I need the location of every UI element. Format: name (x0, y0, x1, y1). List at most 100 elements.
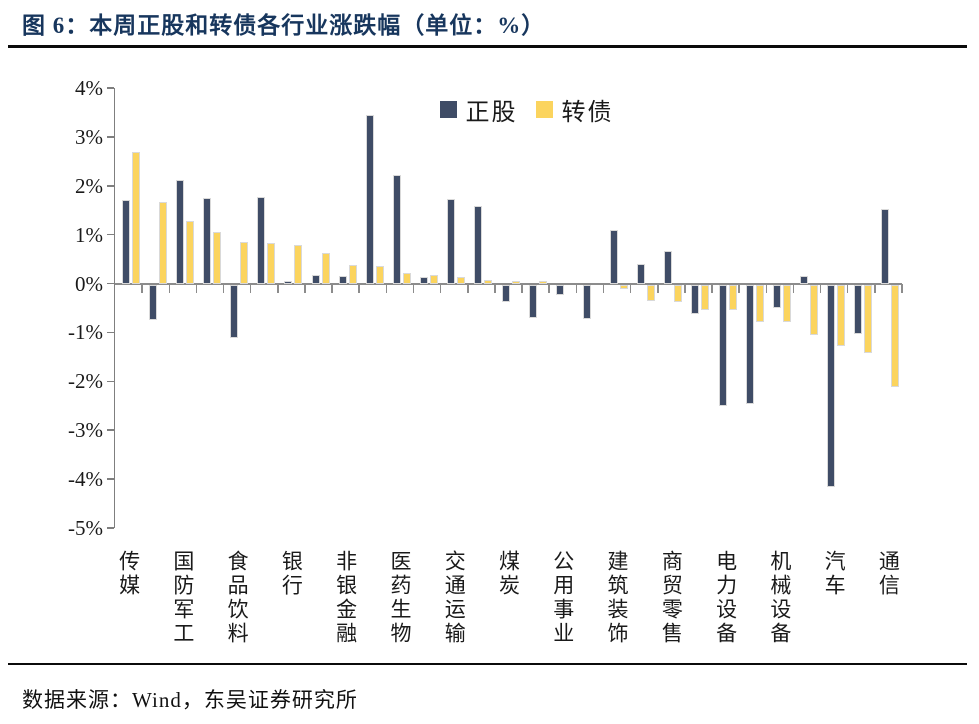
bar-bond-21 (674, 284, 683, 303)
x-axis-tick (195, 283, 198, 293)
x-axis-tick (901, 283, 903, 293)
x-axis-tick (141, 283, 143, 293)
y-axis-tick (107, 429, 114, 431)
y-axis-tick (107, 136, 114, 138)
y-axis-label: -4% (68, 467, 103, 492)
x-axis-label: 医药生物 (387, 550, 412, 646)
bar-stock-13 (447, 198, 456, 284)
x-axis-tick (222, 283, 225, 293)
bar-bond-7 (294, 245, 303, 284)
x-axis-label: 国防军工 (170, 550, 195, 646)
legend-label-stock: 正股 (465, 100, 518, 126)
bar-bond-16 (538, 281, 547, 284)
x-axis-tick (467, 283, 469, 293)
bar-stock-23 (718, 284, 727, 407)
y-axis-tick (107, 233, 114, 236)
y-axis-tick (107, 282, 114, 285)
x-axis-tick (331, 283, 333, 293)
bar-stock-5 (230, 284, 239, 339)
stock-swatch-icon (439, 101, 457, 118)
bar-stock-1 (121, 199, 130, 284)
x-axis-tick (629, 283, 632, 293)
legend-label-bond: 转债 (561, 100, 614, 126)
bar-stock-22 (691, 284, 700, 315)
title-divider (8, 45, 967, 48)
bar-bond-20 (647, 284, 656, 301)
x-axis-tick (684, 283, 686, 293)
bar-stock-9 (338, 276, 347, 284)
bar-stock-14 (474, 206, 483, 284)
bar-stock-10 (365, 114, 374, 284)
bar-bond-2 (158, 202, 167, 284)
x-axis-tick (846, 283, 849, 293)
legend-item-stock: 正股 (439, 92, 518, 127)
x-axis-tick (494, 283, 496, 293)
x-axis-tick (521, 283, 523, 293)
y-axis-tick (107, 380, 114, 383)
x-axis-label: 电力设备 (713, 550, 738, 646)
x-axis-label: 食品饮料 (225, 550, 250, 646)
x-axis-tick (792, 283, 795, 293)
bar-stock-19 (610, 229, 619, 284)
bar-stock-16 (528, 284, 537, 318)
y-axis-tick (107, 331, 114, 334)
bar-stock-21 (664, 251, 673, 284)
bar-bond-1 (131, 152, 140, 284)
bar-stock-2 (148, 284, 157, 321)
bar-bond-22 (701, 284, 710, 310)
bar-stock-26 (800, 275, 809, 284)
bar-bond-9 (348, 264, 357, 284)
bar-bond-23 (728, 284, 737, 311)
x-axis-label: 煤炭 (496, 550, 521, 598)
bar-bond-14 (484, 279, 493, 284)
x-axis-label: 机械设备 (767, 550, 792, 646)
bar-bond-13 (457, 276, 466, 284)
bar-stock-3 (175, 179, 184, 284)
x-axis-tick (738, 283, 740, 293)
x-axis-label: 传媒 (116, 550, 141, 598)
x-axis-label: 汽车 (822, 550, 847, 598)
x-axis-tick (439, 283, 442, 293)
bar-bond-3 (185, 220, 194, 284)
x-axis-label: 建筑装饰 (605, 550, 630, 646)
bar-stock-17 (555, 284, 564, 296)
bar-stock-6 (257, 196, 266, 284)
bar-bond-8 (321, 252, 330, 284)
y-axis-tick (107, 527, 114, 529)
bar-stock-27 (827, 284, 836, 488)
x-axis-tick (277, 283, 279, 293)
x-axis-label: 通信 (876, 550, 901, 598)
x-axis-tick (168, 283, 171, 293)
x-axis-tick (412, 283, 415, 293)
bar-stock-28 (854, 284, 863, 334)
y-axis-label: 1% (75, 222, 103, 247)
bar-stock-24 (745, 284, 754, 405)
chart-plot-area: 正股 转债 4% 3% 2% 1% 0% -1% -2% -3% -4% -5% 传媒 国防军工 食品饮… (68, 76, 903, 646)
bar-bond-12 (430, 275, 439, 284)
bar-stock-4 (202, 197, 211, 284)
y-axis-label: 0% (75, 271, 103, 296)
x-axis-label: 交通运输 (442, 550, 467, 646)
figure-source: 数据来源：Wind，东吴证券研究所 (22, 688, 358, 712)
bar-stock-12 (420, 276, 429, 284)
source-divider (8, 663, 967, 665)
bar-bond-26 (810, 284, 819, 335)
x-axis-tick (874, 283, 876, 293)
bar-bond-24 (755, 284, 764, 322)
x-axis-tick (657, 283, 659, 293)
x-axis-label: 商贸零售 (659, 550, 684, 646)
bar-bond-28 (864, 284, 873, 353)
y-axis-tick (107, 478, 114, 480)
bar-stock-15 (501, 284, 510, 303)
bar-stock-7 (284, 281, 293, 284)
y-axis-label: 3% (75, 124, 103, 149)
x-axis-tick (819, 283, 822, 293)
x-axis-label: 银行 (279, 550, 304, 598)
bar-stock-25 (772, 284, 781, 308)
x-axis-tick (358, 283, 360, 293)
x-axis-label: 公用事业 (550, 550, 575, 646)
x-axis-tick (765, 283, 768, 293)
bar-stock-29 (881, 208, 890, 284)
y-axis-label: -5% (68, 516, 103, 540)
